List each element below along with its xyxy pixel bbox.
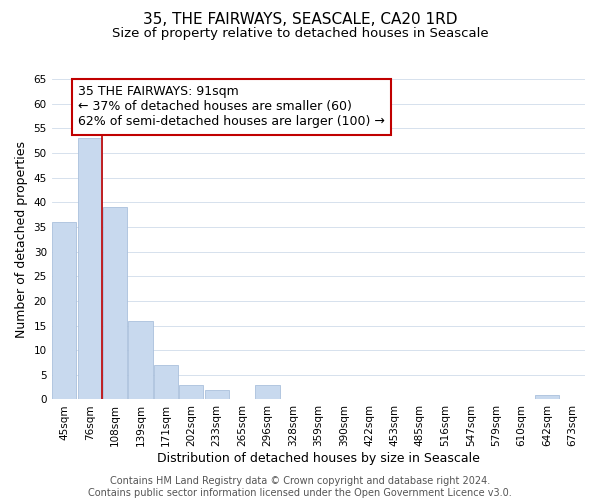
X-axis label: Distribution of detached houses by size in Seascale: Distribution of detached houses by size … (157, 452, 480, 465)
Bar (154, 365, 178, 400)
Bar (128, 320, 152, 400)
Bar (52, 222, 76, 400)
Text: 35, THE FAIRWAYS, SEASCALE, CA20 1RD: 35, THE FAIRWAYS, SEASCALE, CA20 1RD (143, 12, 457, 28)
Bar (535, 394, 559, 400)
Bar (205, 390, 229, 400)
Bar (103, 207, 127, 400)
Bar (77, 138, 102, 400)
Text: Contains HM Land Registry data © Crown copyright and database right 2024.
Contai: Contains HM Land Registry data © Crown c… (88, 476, 512, 498)
Y-axis label: Number of detached properties: Number of detached properties (15, 140, 28, 338)
Bar (179, 384, 203, 400)
Bar (256, 384, 280, 400)
Text: Size of property relative to detached houses in Seascale: Size of property relative to detached ho… (112, 28, 488, 40)
Text: 35 THE FAIRWAYS: 91sqm
← 37% of detached houses are smaller (60)
62% of semi-det: 35 THE FAIRWAYS: 91sqm ← 37% of detached… (79, 86, 385, 128)
